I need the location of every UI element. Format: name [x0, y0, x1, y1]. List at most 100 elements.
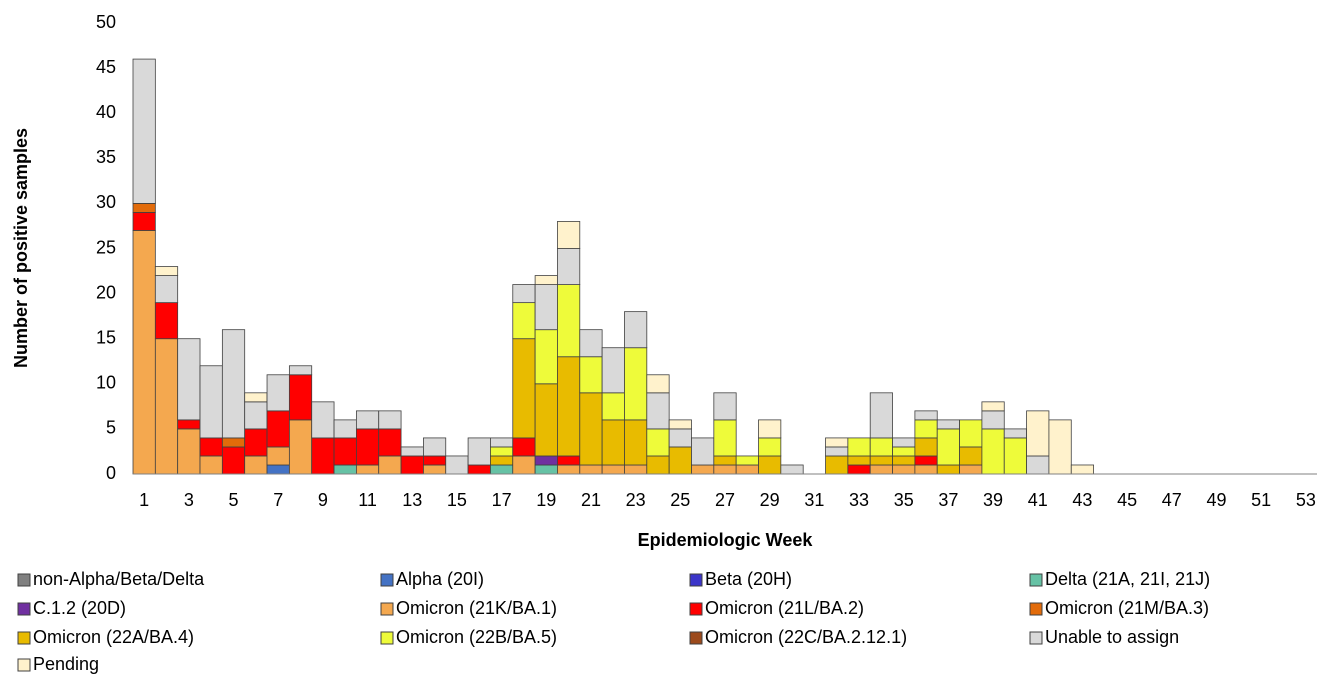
- bar-segment: [378, 455, 402, 475]
- bar-segment: [557, 221, 581, 249]
- bar-segment: [445, 455, 469, 475]
- x-tick-label: 5: [229, 490, 239, 510]
- y-tick-label: 25: [96, 237, 116, 257]
- x-tick-label: 33: [849, 490, 869, 510]
- bar-segment: [177, 338, 201, 421]
- bar-segment: [624, 311, 648, 349]
- bar-segment: [691, 464, 715, 475]
- bar-segment: [668, 428, 692, 448]
- x-tick-label: 9: [318, 490, 328, 510]
- y-tick-label: 10: [96, 373, 116, 393]
- bar-segment: [825, 455, 849, 475]
- bar-segment: [668, 446, 692, 475]
- x-tick-label: 49: [1206, 490, 1226, 510]
- bar-segment: [512, 284, 536, 304]
- bar-segment: [713, 392, 737, 421]
- bar-segment: [244, 392, 268, 403]
- bar-segment: [221, 446, 246, 475]
- bar-segment: [423, 464, 447, 475]
- x-tick-label: 27: [715, 490, 735, 510]
- bar-segment: [400, 446, 424, 457]
- legend-swatch: [689, 631, 703, 645]
- bar-segment: [355, 428, 380, 466]
- y-tick-label: 0: [106, 463, 116, 483]
- bar-segment: [892, 437, 916, 448]
- bar-segment: [646, 455, 670, 475]
- bar-segment: [378, 428, 402, 457]
- bar-segment: [132, 58, 156, 204]
- legend-label: Unable to assign: [1045, 627, 1179, 647]
- x-tick-label: 15: [447, 490, 467, 510]
- bar-segment: [601, 392, 625, 421]
- bar-segment: [914, 437, 938, 457]
- bar-segment: [288, 419, 313, 475]
- bar-segment: [557, 284, 581, 358]
- bar-segment: [780, 464, 804, 475]
- legend-swatch: [17, 602, 31, 616]
- x-tick-label: 13: [402, 490, 422, 510]
- legend-label: Omicron (21L/BA.2): [705, 598, 864, 618]
- legend-label: Omicron (22C/BA.2.12.1): [705, 627, 907, 647]
- bar-segment: [423, 455, 447, 466]
- bar-segment: [333, 419, 357, 439]
- x-tick-label: 47: [1162, 490, 1182, 510]
- bar-segment: [914, 419, 938, 439]
- bar-segment: [892, 455, 916, 466]
- x-tick-label: 1: [139, 490, 149, 510]
- bar-segment: [557, 455, 581, 466]
- bar-segment: [1026, 410, 1050, 457]
- y-tick-label: 50: [96, 12, 116, 32]
- legend-swatch: [380, 631, 394, 645]
- x-tick-label: 41: [1028, 490, 1048, 510]
- bar-segment: [154, 338, 179, 475]
- bar-segment: [959, 419, 983, 448]
- bar-segment: [735, 464, 759, 475]
- bar-segment: [579, 356, 603, 394]
- x-tick-label: 21: [581, 490, 601, 510]
- bar-segment: [869, 464, 893, 475]
- bar-segment: [691, 437, 715, 466]
- bar-segment: [758, 437, 782, 457]
- bar-segment: [869, 392, 893, 439]
- bar-segment: [177, 419, 201, 430]
- bar-segment: [646, 428, 670, 457]
- bar-segment: [266, 374, 290, 412]
- legend-swatch: [17, 658, 31, 672]
- bar-segment: [601, 464, 625, 475]
- bar-segment: [490, 437, 514, 448]
- legend-swatch: [689, 602, 703, 616]
- bar-segment: [512, 302, 536, 340]
- bar-segment: [266, 410, 290, 448]
- bar-segment: [177, 428, 201, 475]
- bar-segment: [914, 455, 938, 466]
- bar-segment: [713, 455, 737, 466]
- bar-segment: [490, 446, 514, 457]
- bar-segment: [1003, 437, 1027, 475]
- legend-label: C.1.2 (20D): [33, 598, 126, 618]
- bar-segment: [646, 374, 670, 394]
- legend-swatch: [1029, 573, 1043, 587]
- bar-segment: [333, 437, 357, 466]
- bar-segment: [221, 437, 246, 448]
- x-tick-label: 37: [938, 490, 958, 510]
- bar-segment: [579, 329, 603, 358]
- bar-segment: [1003, 428, 1027, 439]
- bar-segment: [668, 419, 692, 430]
- bar-segment: [244, 428, 268, 457]
- bar-segment: [512, 455, 536, 475]
- x-tick-label: 43: [1072, 490, 1092, 510]
- legend-swatch: [380, 573, 394, 587]
- bar-segment: [825, 446, 849, 457]
- y-tick-label: 20: [96, 282, 116, 302]
- bar-segment: [467, 437, 491, 466]
- x-tick-label: 25: [670, 490, 690, 510]
- bar-segment: [199, 455, 223, 475]
- bar-segment: [892, 446, 916, 457]
- bar-segment: [512, 338, 536, 439]
- y-tick-label: 45: [96, 57, 116, 77]
- bar-segment: [534, 284, 558, 331]
- legend-swatch: [1029, 602, 1043, 616]
- bar-segment: [847, 464, 871, 475]
- bar-segment: [557, 464, 581, 475]
- bar-segment: [601, 347, 625, 394]
